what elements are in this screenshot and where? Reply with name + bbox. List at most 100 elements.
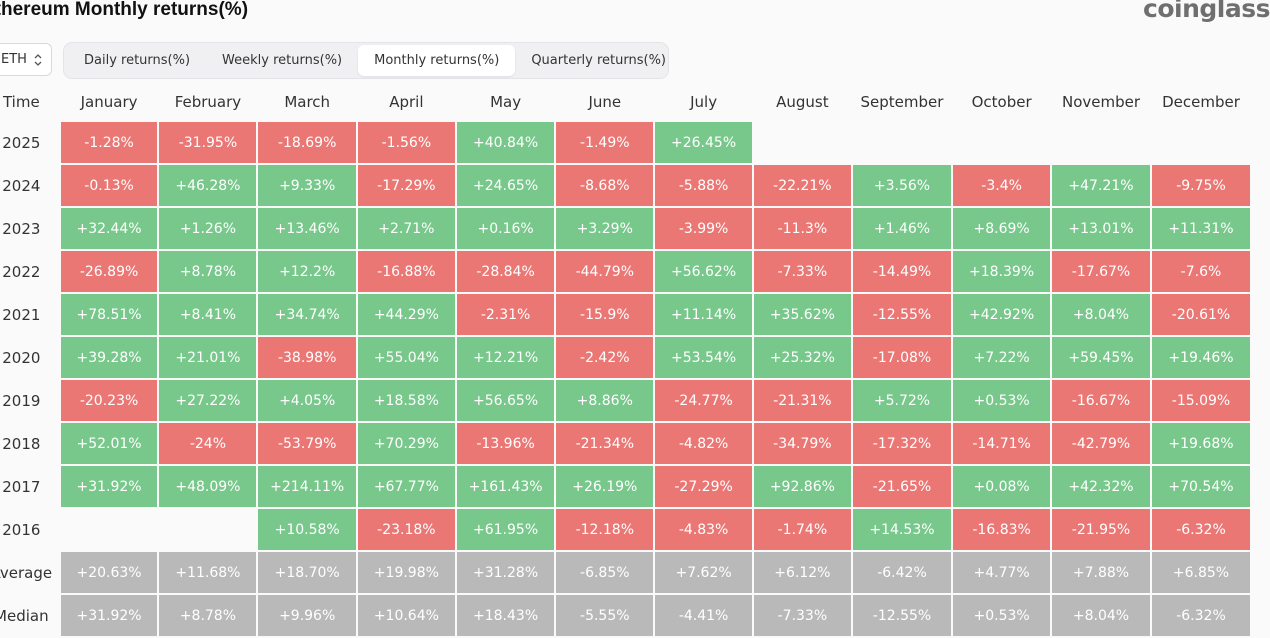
return-cell: +8.86% bbox=[556, 380, 654, 421]
return-cell: -6.32% bbox=[1151, 595, 1250, 636]
return-cell: -17.29% bbox=[357, 165, 455, 206]
return-cell: -5.88% bbox=[655, 165, 752, 206]
row-label: Median bbox=[0, 606, 49, 625]
return-cell: -16.67% bbox=[1052, 380, 1150, 421]
return-cell: +31.92% bbox=[60, 595, 158, 636]
asset-select-value: ETH bbox=[1, 52, 27, 67]
table-row: 2021 +78.51% +8.41% +34.74% +44.29% -2.31% -15… bbox=[0, 294, 1250, 335]
return-cell: -4.82% bbox=[655, 423, 752, 464]
return-cell: -8.68% bbox=[556, 165, 654, 206]
return-cell: +44.29% bbox=[357, 294, 455, 335]
asset-select[interactable]: ETH bbox=[0, 43, 52, 76]
row-label: 2023 bbox=[2, 219, 41, 238]
return-cell: +18.43% bbox=[456, 595, 555, 636]
return-cell: +13.46% bbox=[258, 208, 356, 249]
return-cell: +20.63% bbox=[60, 552, 158, 593]
return-cell: -21.65% bbox=[852, 466, 952, 507]
return-cell: +10.64% bbox=[357, 595, 455, 636]
row-label: 2022 bbox=[2, 262, 41, 281]
column-header-march: March bbox=[284, 92, 331, 111]
return-cell: +8.78% bbox=[159, 251, 257, 292]
coinglass-logo[interactable]: coinglass bbox=[1143, 0, 1270, 23]
return-cell: +11.14% bbox=[655, 294, 752, 335]
return-cell: -12.55% bbox=[852, 595, 952, 636]
return-cell: -18.69% bbox=[258, 122, 356, 163]
return-cell: +61.95% bbox=[456, 509, 555, 550]
return-cell: -7.6% bbox=[1151, 251, 1250, 292]
return-cell: +32.44% bbox=[60, 208, 158, 249]
return-cell: +42.32% bbox=[1052, 466, 1150, 507]
return-cell: -0.13% bbox=[60, 165, 158, 206]
return-cell: +78.51% bbox=[60, 294, 158, 335]
return-cell: -7.33% bbox=[753, 251, 851, 292]
return-cell: -15.09% bbox=[1151, 380, 1250, 421]
return-cell: -1.74% bbox=[753, 509, 851, 550]
table-row: 2025 -1.28% -31.95% -18.69% -1.56% +40.84% -1.… bbox=[0, 122, 1250, 163]
return-cell: -6.85% bbox=[556, 552, 654, 593]
return-cell: -24% bbox=[159, 423, 257, 464]
chevron-up-down-icon bbox=[34, 54, 42, 66]
return-cell: +13.01% bbox=[1052, 208, 1150, 249]
tab-daily-returns[interactable]: Daily returns(%) bbox=[84, 53, 191, 68]
return-cell: +52.01% bbox=[60, 423, 158, 464]
empty-cell bbox=[1052, 122, 1150, 163]
return-cell: +11.68% bbox=[159, 552, 257, 593]
tab-weekly-returns[interactable]: Weekly returns(%) bbox=[222, 53, 343, 68]
empty-cell bbox=[754, 122, 851, 163]
tab-quarterly-returns[interactable]: Quarterly returns(%) bbox=[531, 53, 667, 68]
return-cell: +21.01% bbox=[159, 337, 257, 378]
return-cell: -12.18% bbox=[556, 509, 654, 550]
return-cell: -23.18% bbox=[357, 509, 455, 550]
empty-cell bbox=[853, 122, 951, 163]
row-label: Average bbox=[0, 563, 53, 582]
row-label: 2021 bbox=[2, 305, 41, 324]
return-cell: -2.31% bbox=[456, 294, 555, 335]
return-cell: -38.98% bbox=[258, 337, 356, 378]
tab-monthly-returns[interactable]: Monthly returns(%) bbox=[358, 45, 516, 76]
table-row: 2018 +52.01% -24% -53.79% +70.29% -13.96% -21.… bbox=[0, 423, 1250, 464]
return-cell: +19.98% bbox=[357, 552, 455, 593]
return-cell: +1.26% bbox=[159, 208, 257, 249]
return-cell: +214.11% bbox=[258, 466, 356, 507]
return-cell: -27.29% bbox=[655, 466, 752, 507]
return-cell: +8.04% bbox=[1052, 294, 1150, 335]
return-cell: -20.23% bbox=[60, 380, 158, 421]
return-cell: +161.43% bbox=[456, 466, 555, 507]
column-header-time: Time bbox=[2, 92, 40, 111]
return-cell: +19.68% bbox=[1151, 423, 1250, 464]
row-label: 2025 bbox=[2, 133, 41, 152]
return-cell: -2.42% bbox=[556, 337, 654, 378]
column-header-october: October bbox=[971, 92, 1032, 111]
empty-cell bbox=[1152, 122, 1250, 163]
row-label: 2019 bbox=[2, 391, 41, 410]
return-cell: -42.79% bbox=[1052, 423, 1150, 464]
return-cell: +12.2% bbox=[258, 251, 356, 292]
return-cell: +14.53% bbox=[852, 509, 952, 550]
column-header-january: January bbox=[80, 92, 138, 111]
return-cell: +0.53% bbox=[953, 380, 1050, 421]
return-cell: -1.56% bbox=[357, 122, 455, 163]
return-cell: +59.45% bbox=[1052, 337, 1150, 378]
return-cell: -17.67% bbox=[1052, 251, 1150, 292]
return-cell: +26.45% bbox=[655, 122, 752, 163]
row-label: 2020 bbox=[2, 348, 41, 367]
return-cell: +3.29% bbox=[556, 208, 654, 249]
return-cell: -9.75% bbox=[1151, 165, 1250, 206]
return-cell: -20.61% bbox=[1151, 294, 1250, 335]
return-cell: +0.08% bbox=[953, 466, 1050, 507]
table-row: 2023 +32.44% +1.26% +13.46% +2.71% +0.16% +3.2… bbox=[0, 208, 1250, 249]
return-cell: +24.65% bbox=[456, 165, 555, 206]
return-cell: -6.42% bbox=[852, 552, 952, 593]
return-cell: -14.49% bbox=[852, 251, 952, 292]
return-cell: -16.88% bbox=[357, 251, 455, 292]
return-cell: -15.9% bbox=[556, 294, 654, 335]
table-row: 2022 -26.89% +8.78% +12.2% -16.88% -28.84% -44… bbox=[0, 251, 1250, 292]
return-cell: +42.92% bbox=[953, 294, 1050, 335]
return-cell: -53.79% bbox=[258, 423, 356, 464]
return-cell: +46.28% bbox=[159, 165, 257, 206]
return-cell: +26.19% bbox=[556, 466, 654, 507]
table-row: 2019 -20.23% +27.22% +4.05% +18.58% +56.65% +8… bbox=[0, 380, 1250, 421]
return-cell: +18.70% bbox=[258, 552, 356, 593]
return-cell: +4.05% bbox=[258, 380, 356, 421]
page-title: Ethereum Monthly returns(%) bbox=[0, 0, 249, 20]
